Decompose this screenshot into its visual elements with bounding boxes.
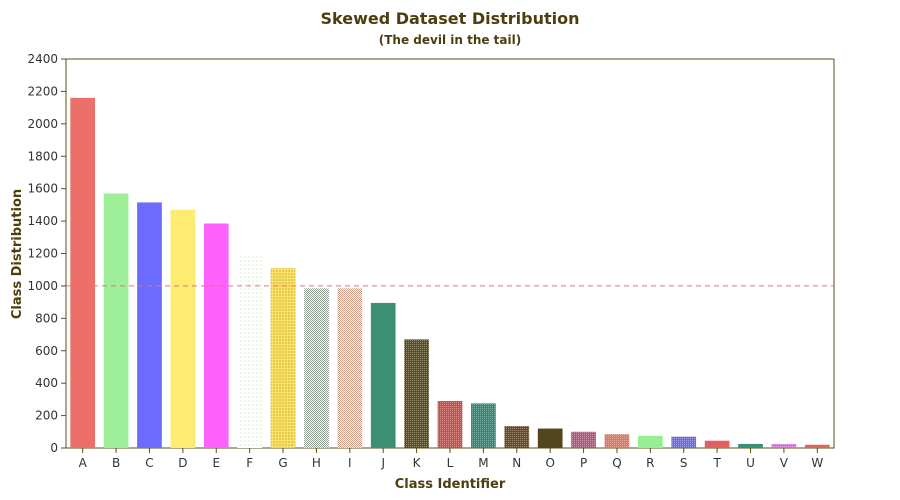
x-tick-label-n: N — [512, 456, 521, 470]
y-tick-label: 2000 — [27, 117, 58, 131]
y-tick-label: 1000 — [27, 279, 58, 293]
x-tick-label-k: K — [413, 456, 422, 470]
bar-j — [370, 302, 396, 448]
x-tick-label-g: G — [278, 456, 287, 470]
x-tick-label-t: T — [712, 456, 721, 470]
y-axis: 0 200 400 600 800 1000 1200 1400 1600 1800 2000 220… — [27, 52, 66, 455]
y-tick-label: 200 — [35, 409, 58, 423]
x-tick-label-f: F — [246, 456, 253, 470]
bar-k — [404, 339, 429, 448]
x-tick-label-d: D — [178, 456, 187, 470]
x-tick-label-b: B — [112, 456, 120, 470]
x-axis: A B C D E F G H I J K L M N O P Q R S T U V W — [79, 448, 823, 470]
x-tick-label-e: E — [212, 456, 220, 470]
bar-w — [804, 444, 830, 448]
x-tick-label-h: H — [312, 456, 321, 470]
x-tick-label-u: U — [746, 456, 755, 470]
bar-c — [137, 202, 162, 448]
x-tick-label-s: S — [680, 456, 688, 470]
y-axis-label: Class Distribution — [10, 189, 25, 319]
bar-q — [604, 434, 630, 448]
x-tick-label-q: Q — [612, 456, 621, 470]
x-tick-label-w: W — [811, 456, 823, 470]
y-tick-label: 1600 — [27, 182, 58, 196]
bar-p — [571, 431, 596, 448]
bar-v — [771, 443, 797, 448]
bar-t — [704, 440, 730, 448]
x-tick-label-v: V — [780, 456, 789, 470]
bar-a — [70, 97, 96, 449]
bar-l — [437, 400, 463, 448]
bar-u — [738, 443, 763, 448]
x-tick-label-m: M — [478, 456, 488, 470]
y-tick-label: 2200 — [27, 84, 58, 98]
bar-d — [170, 209, 196, 448]
y-tick-label: 800 — [35, 311, 58, 325]
bar-n — [504, 426, 530, 448]
y-tick-label: 0 — [50, 441, 58, 455]
x-tick-label-l: L — [447, 456, 454, 470]
bar-b — [103, 193, 129, 448]
x-tick-label-c: C — [145, 456, 153, 470]
x-tick-label-a: A — [79, 456, 88, 470]
bar-m — [471, 403, 496, 448]
x-tick-label-j: J — [380, 456, 385, 470]
bar-i — [337, 288, 363, 448]
bar-e — [203, 223, 229, 448]
x-tick-label-i: I — [348, 456, 352, 470]
x-tick-label-p: P — [580, 456, 587, 470]
bars — [70, 97, 830, 449]
x-tick-label-r: R — [646, 456, 654, 470]
chart-subtitle: (The devil in the tail) — [379, 33, 521, 47]
x-axis-label: Class Identifier — [395, 477, 506, 492]
chart-title: Skewed Dataset Distribution — [320, 9, 579, 28]
bar-g — [270, 268, 296, 448]
bar-o — [537, 428, 563, 448]
y-tick-label: 2400 — [27, 52, 58, 66]
bar-h — [304, 288, 329, 448]
y-tick-label: 1400 — [27, 214, 58, 228]
y-tick-label: 1200 — [27, 247, 58, 261]
bar-f — [237, 255, 263, 448]
y-tick-label: 400 — [35, 376, 58, 390]
bar-s — [671, 436, 697, 448]
x-tick-label-o: O — [545, 456, 554, 470]
y-tick-label: 1800 — [27, 149, 58, 163]
y-tick-label: 600 — [35, 344, 58, 358]
bar-r — [637, 435, 663, 448]
